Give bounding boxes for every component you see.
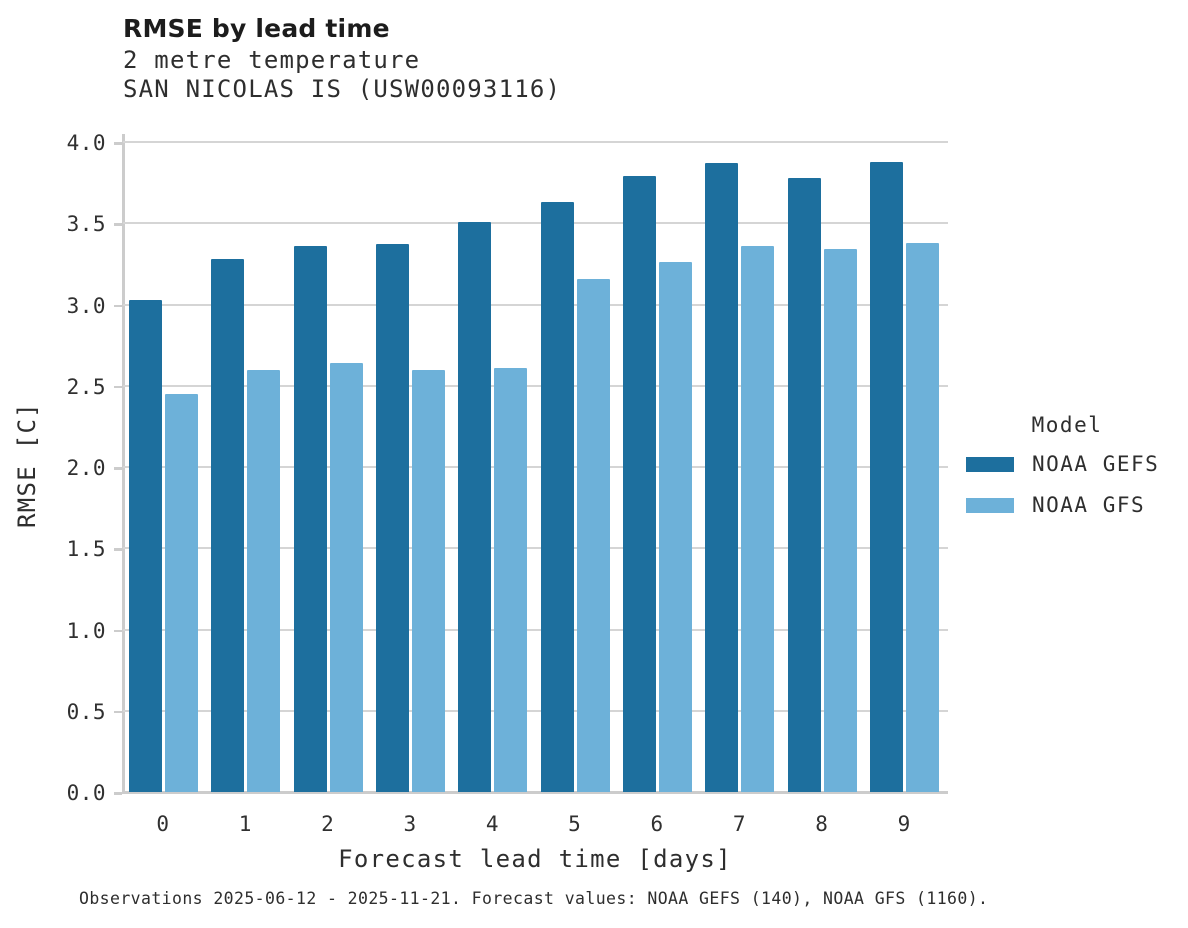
y-tick-label-0.0: 0.0	[66, 781, 106, 805]
bar-noaa-gefs-lead-2	[293, 246, 327, 792]
y-tick-mark-1.0	[114, 629, 122, 632]
gridline-y-4.0	[123, 141, 948, 143]
bar-noaa-gefs-lead-1	[211, 259, 245, 792]
gridline-y-3.0	[123, 303, 948, 306]
x-tick-label-0: 0	[156, 812, 170, 836]
y-axis-spine	[122, 134, 125, 792]
chart-title: RMSE by lead time	[123, 14, 390, 43]
bar-noaa-gfs-lead-4	[494, 367, 528, 792]
y-tick-label-3.0: 3.0	[66, 293, 106, 318]
bar-noaa-gefs-lead-0	[129, 299, 162, 792]
y-tick-label-4.0: 4.0	[66, 131, 106, 155]
y-tick-label-2.5: 2.5	[66, 374, 106, 399]
x-tick-label-2: 2	[321, 812, 335, 836]
y-tick-mark-2.0	[114, 467, 122, 470]
gridline-y-2.5	[123, 384, 948, 387]
gridline-y-3.5	[123, 222, 948, 225]
bar-noaa-gefs-lead-3	[376, 244, 410, 792]
x-tick-label-4: 4	[485, 812, 499, 836]
bar-noaa-gfs-lead-3	[412, 369, 446, 792]
x-tick-label-7: 7	[732, 812, 747, 836]
plot-panel	[123, 136, 948, 792]
x-axis-spine	[122, 791, 948, 794]
x-tick-label-1: 1	[238, 812, 252, 836]
y-tick-mark-3.0	[114, 304, 122, 307]
x-tick-label-8: 8	[815, 812, 829, 836]
legend-title: Model	[1031, 413, 1103, 437]
y-tick-mark-4.0	[114, 142, 122, 145]
gridline-y-1.5	[123, 547, 948, 550]
bar-noaa-gfs-lead-1	[247, 369, 281, 792]
bar-noaa-gfs-lead-2	[329, 363, 363, 792]
y-tick-label-3.5: 3.5	[66, 212, 106, 237]
legend-label-noaa-gefs: NOAA GEFS	[1032, 452, 1160, 476]
legend: Model NOAA GEFS NOAA GFS	[966, 412, 1168, 534]
bar-noaa-gfs-lead-8	[823, 249, 857, 792]
bar-noaa-gfs-lead-7	[741, 246, 775, 792]
chart-subtitle-line1: 2 metre temperature	[123, 46, 421, 74]
bar-noaa-gfs-lead-6	[659, 262, 693, 792]
y-tick-mark-3.5	[114, 223, 122, 226]
legend-label-noaa-gfs: NOAA GFS	[1032, 493, 1146, 517]
bar-noaa-gfs-lead-9	[906, 242, 940, 792]
y-tick-mark-0.5	[114, 710, 122, 714]
bar-noaa-gefs-lead-4	[458, 221, 492, 792]
y-tick-mark-2.5	[114, 385, 122, 389]
legend-entry-noaa-gfs: NOAA GFS	[966, 493, 1168, 518]
legend-swatch-noaa-gfs	[966, 498, 1014, 513]
legend-swatch-noaa-gefs	[966, 457, 1014, 472]
x-tick-label-6: 6	[650, 812, 664, 836]
gridline-y-1.0	[123, 628, 948, 631]
header: RMSE by lead time 2 metre temperature SA…	[123, 12, 561, 104]
bar-noaa-gefs-lead-8	[787, 177, 821, 792]
y-tick-label-1.0: 1.0	[66, 618, 106, 643]
bar-noaa-gfs-lead-5	[576, 278, 610, 792]
x-tick-label-5: 5	[568, 812, 582, 836]
x-tick-label-3: 3	[403, 812, 417, 836]
bar-noaa-gfs-lead-0	[165, 393, 198, 792]
y-tick-label-2.0: 2.0	[66, 456, 106, 480]
chart-subtitle-line2: SAN NICOLAS IS (USW00093116)	[123, 75, 562, 103]
gridline-y-2.0	[123, 466, 948, 468]
y-tick-mark-0.0	[114, 792, 122, 795]
y-tick-label-1.5: 1.5	[66, 537, 106, 562]
y-tick-mark-1.5	[114, 548, 122, 551]
legend-entry-noaa-gefs: NOAA GEFS	[966, 452, 1168, 477]
bar-noaa-gefs-lead-6	[623, 176, 657, 792]
gridline-y-0.5	[123, 709, 948, 712]
y-tick-label-0.5: 0.5	[66, 699, 106, 724]
bar-noaa-gefs-lead-9	[870, 161, 904, 792]
caption: Observations 2025-06-12 - 2025-11-21. Fo…	[79, 889, 989, 908]
x-tick-label-9: 9	[897, 812, 911, 836]
bar-noaa-gefs-lead-5	[540, 202, 574, 792]
x-axis-title: Forecast lead time [days]	[338, 845, 732, 873]
bar-noaa-gefs-lead-7	[705, 163, 739, 792]
